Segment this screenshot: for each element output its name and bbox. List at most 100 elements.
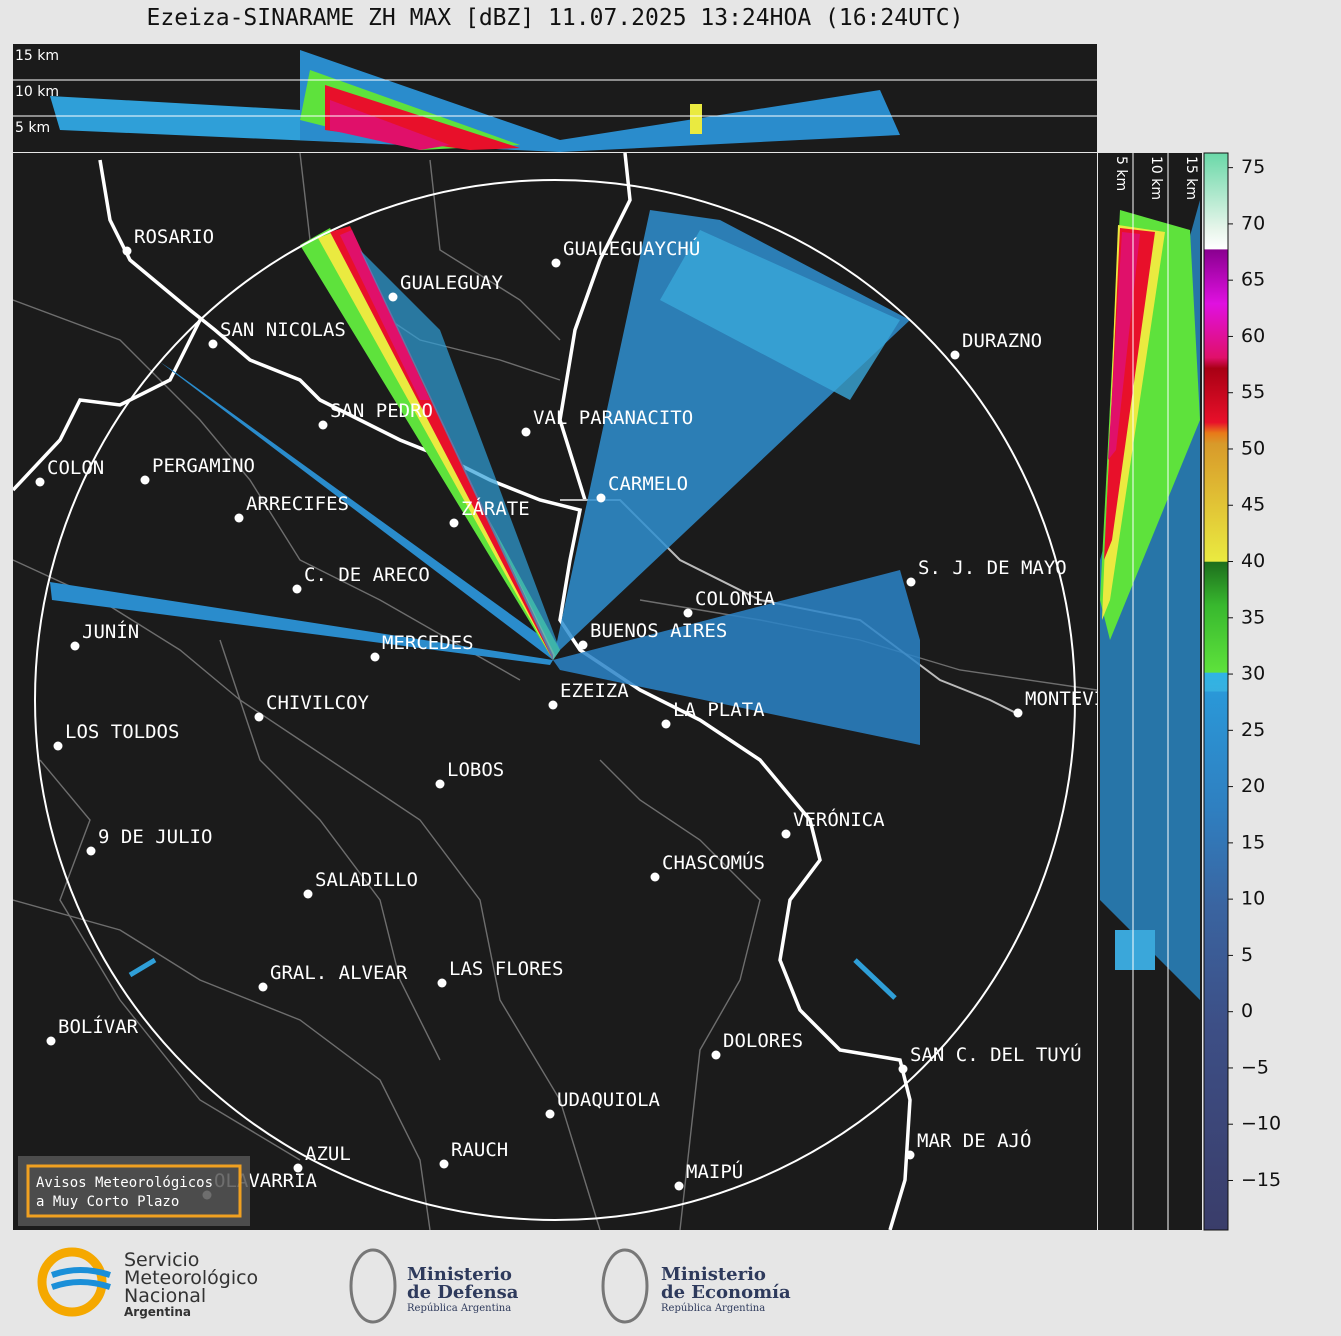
- radar-echo: [360, 250, 560, 660]
- city-dot: [521, 427, 531, 437]
- city-dot: [86, 846, 96, 856]
- colorbar-tick-label: 50: [1241, 437, 1265, 459]
- colorbar-tick-label: 40: [1241, 550, 1265, 572]
- city-dot: [781, 829, 791, 839]
- height-label: 15 km: [15, 48, 59, 64]
- city-dot: [437, 978, 447, 988]
- footer: Servicio Meteorológico Nacional Argentin…: [37, 1247, 791, 1324]
- city-label: COLONIA: [695, 588, 776, 610]
- colorbar-tick-label: 0: [1241, 1000, 1253, 1022]
- city-label: SAN NICOLAS: [220, 319, 346, 341]
- city-label: ARRECIFES: [246, 493, 349, 515]
- radar-echo: [690, 104, 702, 134]
- city-label: BOLÍVAR: [58, 1015, 139, 1038]
- colorbar-tick-label: 75: [1241, 156, 1265, 178]
- radar-echo: [1104, 228, 1155, 560]
- city-dot: [293, 1163, 303, 1173]
- city-dot: [234, 513, 244, 523]
- city-dot: [435, 779, 445, 789]
- city-dot: [578, 640, 588, 650]
- footer-text: Ministerio: [407, 1264, 512, 1285]
- colorbar-tick-label: −10: [1241, 1113, 1281, 1135]
- range-ring: [34, 179, 1076, 1221]
- city-label: DOLORES: [723, 1030, 803, 1052]
- city-dot: [122, 246, 132, 256]
- footer-text: República Argentina: [661, 1303, 765, 1314]
- height-label: 10 km: [1148, 156, 1164, 200]
- city-label: LOBOS: [447, 759, 504, 781]
- emblem: [349, 1248, 397, 1324]
- city-label: LA PLATA: [673, 699, 765, 721]
- city-label: MAR DE AJÓ: [917, 1128, 1031, 1152]
- colorbar-tick-label: 60: [1241, 325, 1265, 347]
- colorbar-tick-label: 5: [1241, 944, 1253, 966]
- city-dot: [303, 889, 313, 899]
- city-label: RAUCH: [451, 1139, 508, 1161]
- top-echoes: [50, 50, 900, 152]
- colorbar-tick-label: −15: [1241, 1169, 1281, 1191]
- city-dot: [292, 584, 302, 594]
- footer-text: Argentina: [124, 1305, 191, 1319]
- city-dot: [449, 518, 459, 528]
- radar-echo: [318, 228, 555, 660]
- height-label: 10 km: [15, 84, 59, 100]
- city-dot: [905, 1150, 915, 1160]
- city-label: VAL PARANACITO: [533, 407, 693, 429]
- city-label: MONTEVIDEO: [1025, 688, 1139, 710]
- city-label: AZUL: [305, 1143, 351, 1165]
- notice: Avisos Meteorológicos a Muy Corto Plazo: [18, 1156, 250, 1226]
- city-label: LAS FLORES: [449, 958, 563, 980]
- city-label: CHIVILCOY: [266, 692, 370, 714]
- radar-echo: [660, 230, 900, 400]
- radar-echo: [330, 226, 553, 660]
- city-label: SAN C. DEL TUYÚ: [910, 1042, 1082, 1066]
- city-dot: [650, 872, 660, 882]
- city-dot: [439, 1159, 449, 1169]
- city-label: CARMELO: [608, 473, 688, 495]
- city-dot: [318, 420, 328, 430]
- radar-echo: [160, 362, 560, 660]
- colorbar-tick-label: −5: [1241, 1056, 1269, 1078]
- notice-text: a Muy Corto Plazo: [36, 1194, 179, 1210]
- city-label: BUENOS AIRES: [590, 620, 727, 642]
- colorbar-tick-label: 65: [1241, 269, 1265, 291]
- notice-background: [18, 1156, 250, 1226]
- title: Ezeiza-SINARAME ZH MAX [dBZ] 11.07.2025 …: [147, 5, 964, 31]
- city-dot: [370, 652, 380, 662]
- city-dot: [551, 258, 561, 268]
- city-label: DURAZNO: [962, 330, 1042, 352]
- city-dot: [53, 741, 63, 751]
- notice-frame: [26, 1164, 242, 1218]
- city-label: JUNÍN: [82, 620, 139, 643]
- notice-text: Avisos Meteorológicos: [36, 1175, 213, 1191]
- rivers-coast: [13, 153, 912, 1230]
- radar-echo: [128, 957, 157, 978]
- city-dot: [548, 700, 558, 710]
- colorbar-tick-label: 15: [1241, 831, 1265, 853]
- city-label: ROSARIO: [134, 226, 214, 248]
- city-label: SALADILLO: [315, 869, 418, 891]
- radar-echo: [1108, 232, 1140, 460]
- city-dot: [661, 719, 671, 729]
- footer-text: República Argentina: [407, 1303, 511, 1314]
- height-label: 5 km: [1113, 156, 1129, 191]
- height-label: 15 km: [1183, 156, 1199, 200]
- city-label: GRAL. ALVEAR: [270, 962, 408, 984]
- city-label: 9 DE JULIO: [98, 826, 212, 848]
- city-dot: [898, 1064, 908, 1074]
- city-dot: [1013, 708, 1023, 718]
- city-dot: [906, 577, 916, 587]
- city-dot: [254, 712, 264, 722]
- radar-echo: [50, 582, 553, 665]
- city-dot: [258, 982, 268, 992]
- radar-echo: [330, 100, 450, 150]
- city-dot: [35, 477, 45, 487]
- city-dot: [545, 1109, 555, 1119]
- footer-text: Servicio: [124, 1249, 199, 1271]
- footer-text: de Economía: [661, 1282, 791, 1303]
- footer-text: Ministerio: [661, 1264, 766, 1285]
- colorbar-tick-label: 35: [1241, 606, 1265, 628]
- city-dot: [674, 1181, 684, 1191]
- city-dot: [208, 339, 218, 349]
